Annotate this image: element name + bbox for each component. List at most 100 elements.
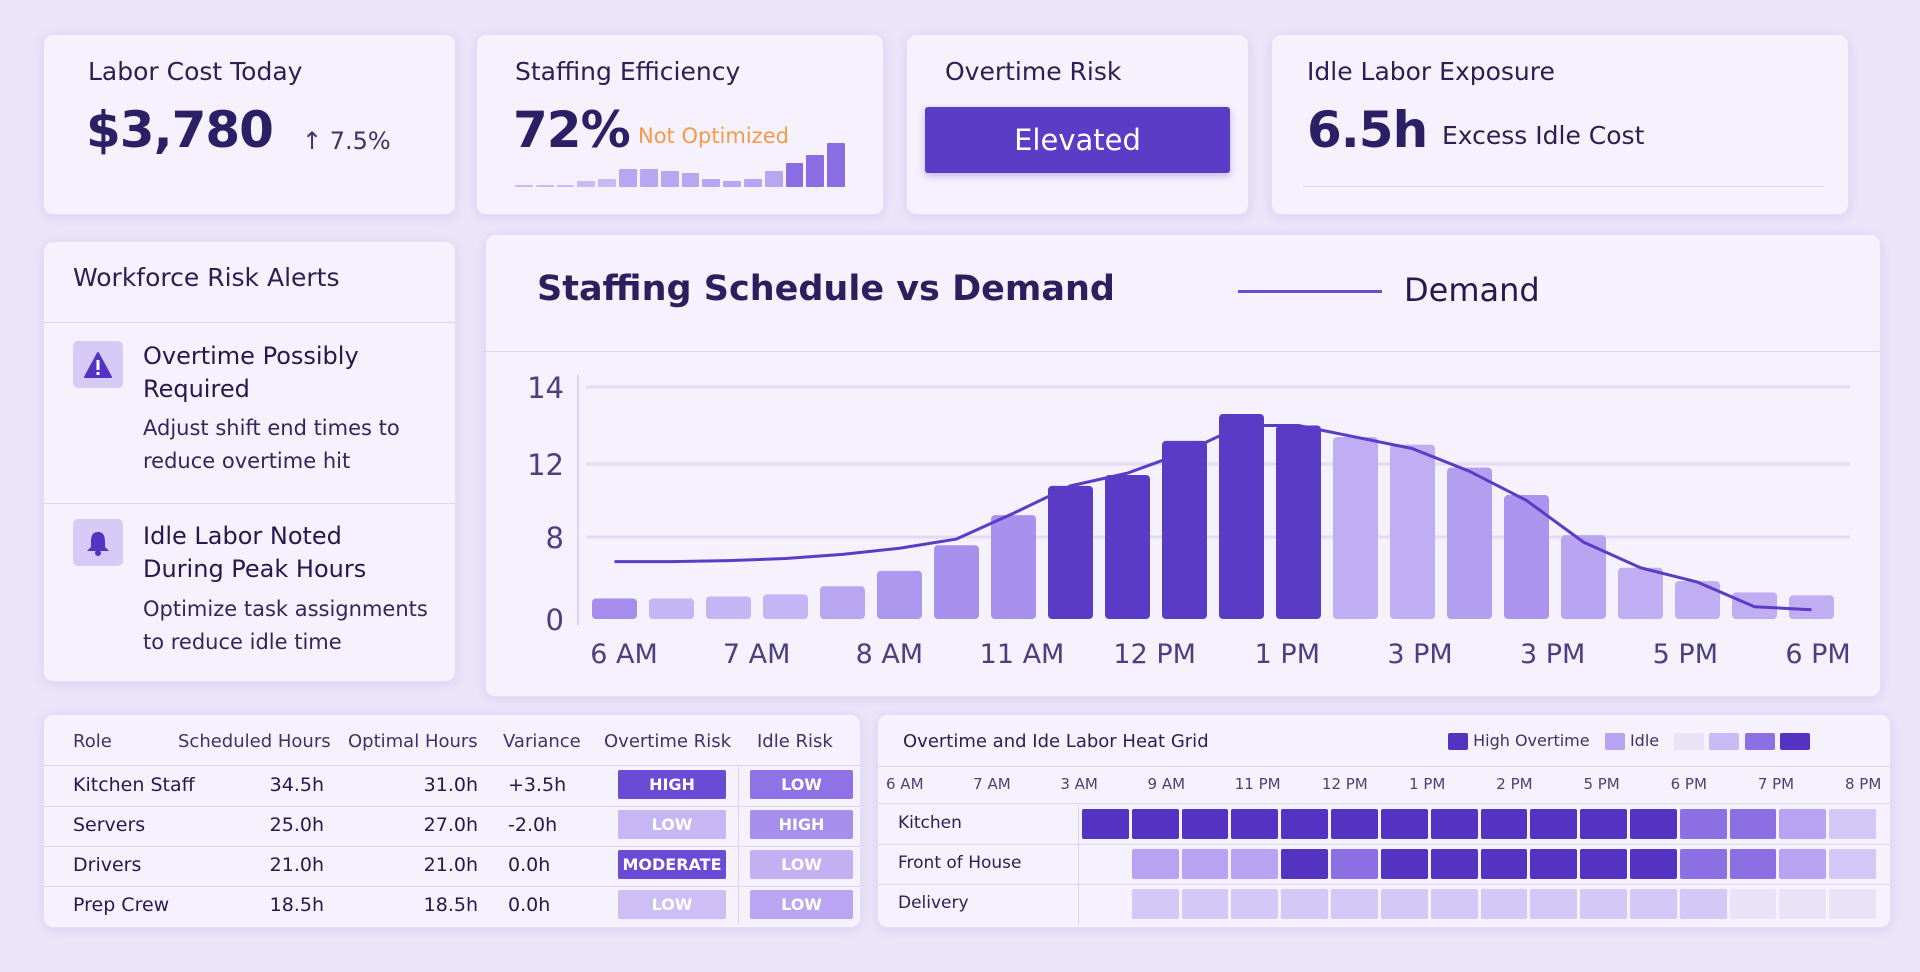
sparkline-bar <box>556 185 575 187</box>
heat-cell[interactable] <box>1779 849 1827 879</box>
heat-cell[interactable] <box>1580 889 1627 919</box>
overtime-risk-level-badge[interactable]: Elevated <box>925 107 1230 173</box>
heat-cell[interactable] <box>1480 889 1528 919</box>
heat-cell[interactable] <box>1829 849 1876 879</box>
heat-cell[interactable] <box>1231 849 1279 879</box>
heat-cell[interactable] <box>1181 809 1229 839</box>
heat-cell[interactable] <box>1530 849 1578 879</box>
bar <box>1048 485 1093 619</box>
column-header[interactable]: Variance <box>503 731 581 752</box>
heat-row-label: Front of House <box>898 853 1022 873</box>
bar <box>763 594 808 619</box>
heat-cell[interactable] <box>1580 809 1627 839</box>
heat-cell[interactable] <box>1331 849 1378 879</box>
time-label: 11 PM <box>1234 775 1281 793</box>
heat-cell[interactable] <box>1530 889 1578 919</box>
idle-exposure-label: Excess Idle Cost <box>1442 121 1645 150</box>
bar <box>1219 413 1264 619</box>
heat-cell[interactable] <box>1181 849 1229 879</box>
legend-scale-swatch <box>1674 733 1705 750</box>
x-tick-label: 3 PM <box>1520 639 1585 670</box>
heat-cell[interactable] <box>1679 889 1727 919</box>
heat-cell[interactable] <box>1380 849 1428 879</box>
idle-risk-badge: LOW <box>750 770 853 799</box>
heat-row-label: Delivery <box>898 893 969 913</box>
cell-variance: -2.0h <box>508 814 558 836</box>
heat-cell[interactable] <box>1480 809 1528 839</box>
heat-cell[interactable] <box>1281 809 1329 839</box>
heat-cell[interactable] <box>1729 849 1777 879</box>
labor-cost-title: Labor Cost Today <box>88 57 303 86</box>
heat-cell[interactable] <box>1430 809 1478 839</box>
time-label: 5 PM <box>1583 775 1620 793</box>
heat-cell[interactable] <box>1380 809 1428 839</box>
heat-cell[interactable] <box>1679 849 1727 879</box>
heat-cell[interactable] <box>1629 849 1677 879</box>
bar <box>592 598 637 619</box>
heat-cell[interactable] <box>1530 809 1578 839</box>
x-tick-label: 12 PM <box>1113 639 1196 670</box>
heat-cell[interactable] <box>1679 809 1727 839</box>
staffing-efficiency-card: Staffing Efficiency 72% Not Optimized <box>476 34 884 215</box>
staffing-efficiency-value: 72% <box>513 101 631 159</box>
heat-cell[interactable] <box>1430 849 1478 879</box>
heat-cell[interactable] <box>1829 889 1876 919</box>
x-tick-label: 3 PM <box>1387 639 1452 670</box>
time-label: 3 AM <box>1060 775 1098 793</box>
column-header[interactable]: Scheduled Hours <box>178 731 331 752</box>
heat-cell[interactable] <box>1131 809 1179 839</box>
heat-cell[interactable] <box>1580 849 1627 879</box>
bar <box>1618 567 1663 619</box>
time-label: 7 AM <box>973 775 1011 793</box>
column-header[interactable]: Optimal Hours <box>348 731 478 752</box>
heat-cell[interactable] <box>1779 809 1827 839</box>
heat-cell[interactable] <box>1181 889 1229 919</box>
alert-description: to reduce idle time <box>143 630 342 654</box>
row-divider <box>44 806 860 807</box>
sparkline-bar <box>577 181 596 187</box>
heat-cell[interactable] <box>1380 889 1428 919</box>
legend-scale-swatch <box>1744 733 1775 750</box>
heat-row-label: Kitchen <box>898 813 962 833</box>
alert-description: Optimize task assignments <box>143 597 428 621</box>
overtime-risk-badge: MODERATE <box>618 850 726 879</box>
bar <box>820 586 865 619</box>
heat-cell[interactable] <box>1082 809 1129 839</box>
column-header[interactable]: Role <box>73 731 112 752</box>
alerts-divider <box>44 322 455 323</box>
heat-cell[interactable] <box>1281 849 1329 879</box>
heat-cell[interactable] <box>1480 849 1528 879</box>
column-header[interactable]: Idle Risk <box>757 731 833 752</box>
heat-cell[interactable] <box>1131 849 1179 879</box>
heat-divider <box>878 803 1890 804</box>
staffing-efficiency-title: Staffing Efficiency <box>515 57 741 86</box>
labor-cost-value: $3,780 <box>86 101 274 159</box>
alert-description: Adjust shift end times to <box>143 416 400 440</box>
y-tick-label: 12 <box>527 448 564 482</box>
heat-cell[interactable] <box>1629 809 1677 839</box>
heat-cell[interactable] <box>1629 889 1677 919</box>
x-tick-label: 7 AM <box>723 639 791 670</box>
bar <box>1789 595 1834 619</box>
sparkline-bar <box>681 173 700 187</box>
legend-idle-label: Idle <box>1629 731 1660 750</box>
heat-cell[interactable] <box>1430 889 1478 919</box>
heat-cell[interactable] <box>1231 889 1279 919</box>
heat-cell[interactable] <box>1231 809 1279 839</box>
column-header[interactable]: Overtime Risk <box>604 731 731 752</box>
chart-title: Staffing Schedule vs Demand <box>537 269 1115 309</box>
time-label: 9 AM <box>1147 775 1186 793</box>
sparkline-bar <box>743 179 762 187</box>
heat-cell[interactable] <box>1729 809 1777 839</box>
heat-cell[interactable] <box>1331 809 1378 839</box>
legend-idle-swatch <box>1604 733 1625 750</box>
heat-cell[interactable] <box>1779 889 1827 919</box>
legend-demand-line <box>1238 290 1382 293</box>
heat-cell[interactable] <box>1281 889 1329 919</box>
cell-optimal: 27.0h <box>423 814 478 836</box>
heat-cell[interactable] <box>1829 809 1876 839</box>
heat-cell[interactable] <box>1729 889 1777 919</box>
heat-cell[interactable] <box>1331 889 1378 919</box>
heat-cell[interactable] <box>1131 889 1179 919</box>
sparkline-bar <box>515 185 533 187</box>
